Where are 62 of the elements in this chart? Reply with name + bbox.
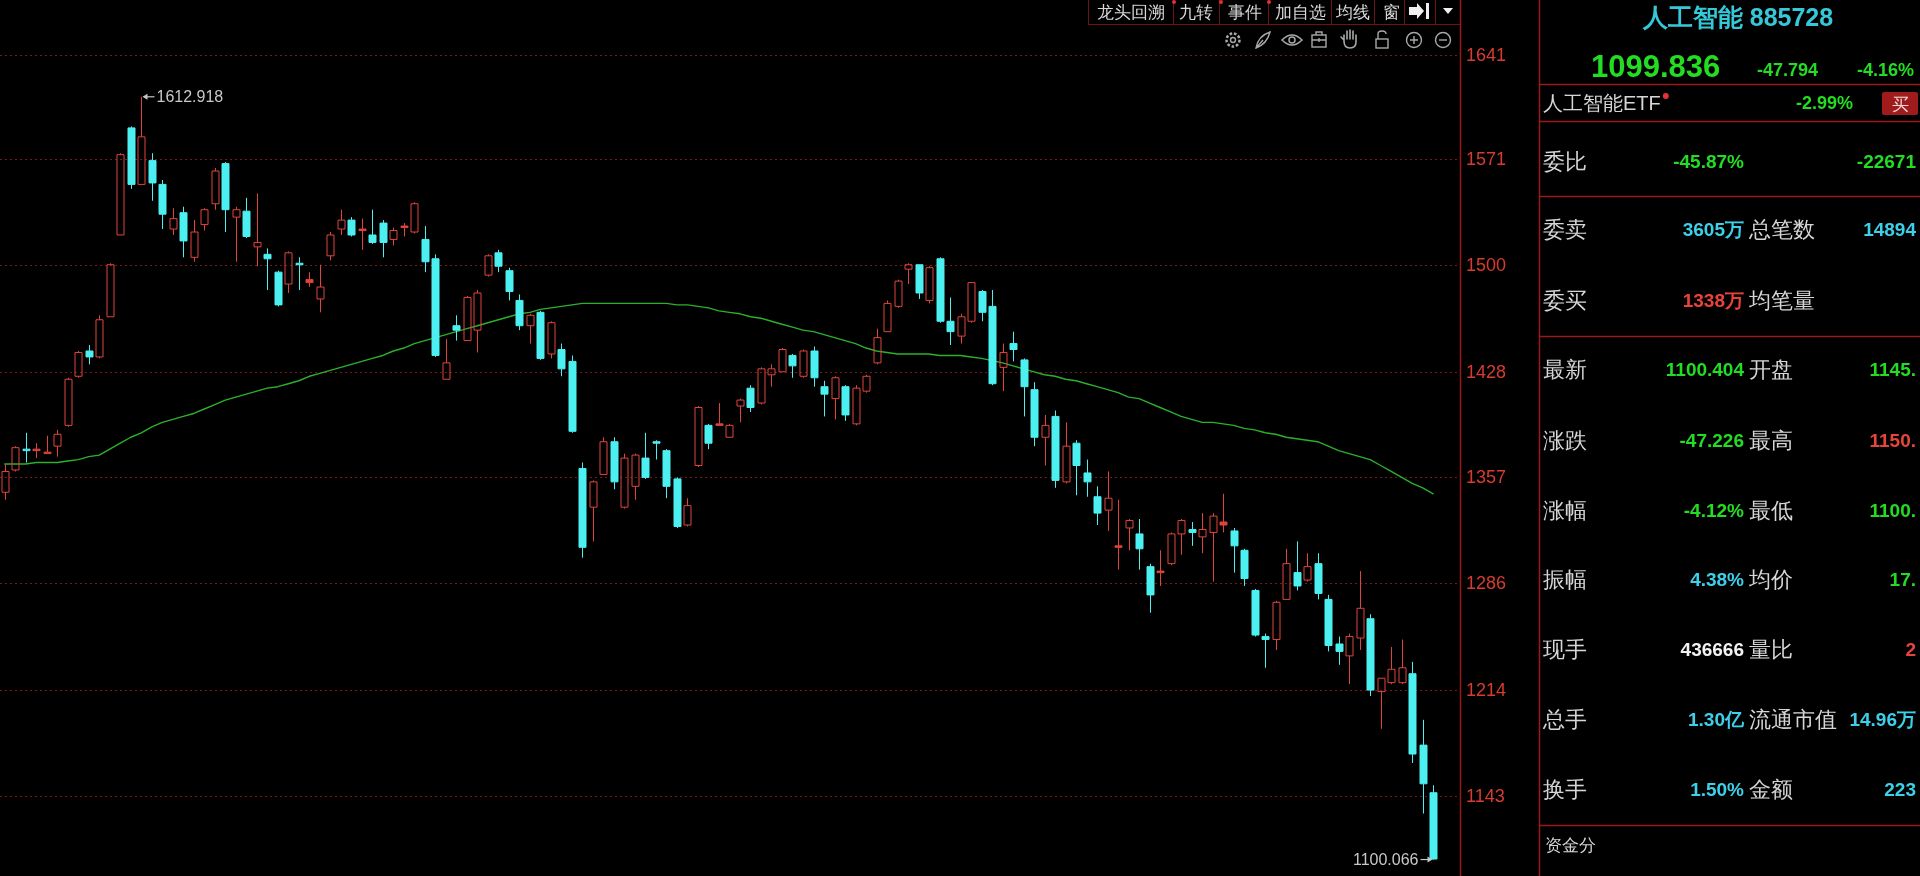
text: 资金分 xyxy=(1545,835,1596,855)
text: 223 xyxy=(1884,778,1916,800)
annotation: 加自选 xyxy=(1274,2,1326,22)
annotation: 九转 xyxy=(1179,2,1213,22)
text: 最高 xyxy=(1749,427,1793,453)
y-tick-label: 1214 xyxy=(1466,680,1507,701)
text: 金额 xyxy=(1749,776,1793,802)
annotation: 1612.918 xyxy=(156,88,224,106)
y-tick-label: 1428 xyxy=(1466,361,1507,382)
text: 委买 xyxy=(1543,287,1587,313)
text: -47.794 xyxy=(1757,60,1819,80)
annotation: 均线 xyxy=(1335,2,1370,22)
text: 4.38% xyxy=(1690,568,1745,590)
text: 最新 xyxy=(1543,356,1587,382)
text: 436666 xyxy=(1680,638,1744,660)
y-tick-label: 1500 xyxy=(1466,254,1507,275)
text: 换手 xyxy=(1543,776,1587,802)
text: 1.30亿 xyxy=(1688,708,1745,730)
y-tick-label: 1286 xyxy=(1466,573,1507,594)
text: 1338万 xyxy=(1682,289,1744,311)
text: 总笔数 xyxy=(1748,216,1815,242)
text: -22671 xyxy=(1856,150,1917,172)
text: 1100. xyxy=(1869,499,1916,521)
text: 委比 xyxy=(1543,148,1587,174)
text: -47.226 xyxy=(1679,429,1744,451)
text: -4.12% xyxy=(1683,499,1745,521)
text: 最低 xyxy=(1749,497,1793,523)
text: 17. xyxy=(1889,568,1916,590)
annotation: 1100.066 xyxy=(1352,851,1419,869)
text: 量比 xyxy=(1749,636,1793,662)
text: 人工智能ETF xyxy=(1543,92,1661,114)
y-tick-label: 1641 xyxy=(1466,45,1507,66)
text: 流通市值 xyxy=(1749,706,1837,732)
text: 均价 xyxy=(1748,566,1793,592)
text: 总手 xyxy=(1542,706,1587,732)
text: 1150. xyxy=(1869,429,1916,451)
text: -4.16% xyxy=(1856,60,1914,80)
text: 2 xyxy=(1905,638,1916,660)
text: 14.96万 xyxy=(1849,708,1916,730)
text: 涨跌 xyxy=(1543,427,1587,453)
y-tick-label: 1143 xyxy=(1466,785,1505,806)
text: 1145. xyxy=(1869,358,1916,380)
text: 3605万 xyxy=(1682,218,1744,240)
text: 1099.836 xyxy=(1591,48,1721,84)
text: 1.50% xyxy=(1690,778,1745,800)
annotation: 龙头回溯 xyxy=(1097,2,1165,22)
text: -45.87% xyxy=(1673,150,1745,172)
text: 委卖 xyxy=(1543,216,1587,242)
text: 1100.404 xyxy=(1665,358,1745,380)
text: 振幅 xyxy=(1543,566,1587,592)
y-tick-label: 1357 xyxy=(1466,467,1507,488)
text: 涨幅 xyxy=(1543,497,1587,523)
text: 均笔量 xyxy=(1748,287,1815,313)
annotation: 事件 xyxy=(1228,2,1262,22)
text: -2.99% xyxy=(1795,93,1853,113)
text: 开盘 xyxy=(1749,356,1793,382)
y-tick-label: 1571 xyxy=(1466,149,1507,170)
text: 14894 xyxy=(1863,218,1917,240)
annotation: 窗 xyxy=(1382,2,1400,22)
text: 人工智能 885728 xyxy=(1641,3,1834,31)
text: 现手 xyxy=(1543,636,1587,662)
text: 买 xyxy=(1891,94,1909,114)
